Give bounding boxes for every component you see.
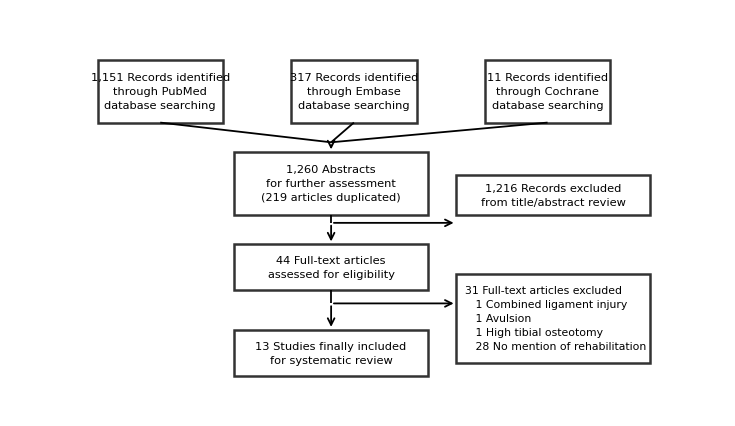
Text: 1,216 Records excluded
from title/abstract review: 1,216 Records excluded from title/abstra…	[481, 184, 625, 207]
Text: 13 Studies finally included
for systematic review: 13 Studies finally included for systemat…	[256, 341, 406, 365]
Text: 1,260 Abstracts
for further assessment
(219 articles duplicated): 1,260 Abstracts for further assessment (…	[262, 165, 401, 203]
Text: 44 Full-text articles
assessed for eligibility: 44 Full-text articles assessed for eligi…	[268, 256, 395, 279]
FancyBboxPatch shape	[234, 330, 428, 376]
FancyBboxPatch shape	[234, 153, 428, 215]
FancyBboxPatch shape	[456, 176, 650, 215]
FancyBboxPatch shape	[98, 61, 223, 123]
Text: 11 Records identified
through Cochrane
database searching: 11 Records identified through Cochrane d…	[487, 73, 608, 111]
FancyBboxPatch shape	[456, 274, 650, 363]
Text: 1,151 Records identified
through PubMed
database searching: 1,151 Records identified through PubMed …	[90, 73, 230, 111]
FancyBboxPatch shape	[291, 61, 417, 123]
FancyBboxPatch shape	[485, 61, 610, 123]
Text: 31 Full-text articles excluded
   1 Combined ligament injury
   1 Avulsion
   1 : 31 Full-text articles excluded 1 Combine…	[465, 285, 646, 351]
Text: 317 Records identified
through Embase
database searching: 317 Records identified through Embase da…	[290, 73, 418, 111]
FancyBboxPatch shape	[234, 245, 428, 291]
